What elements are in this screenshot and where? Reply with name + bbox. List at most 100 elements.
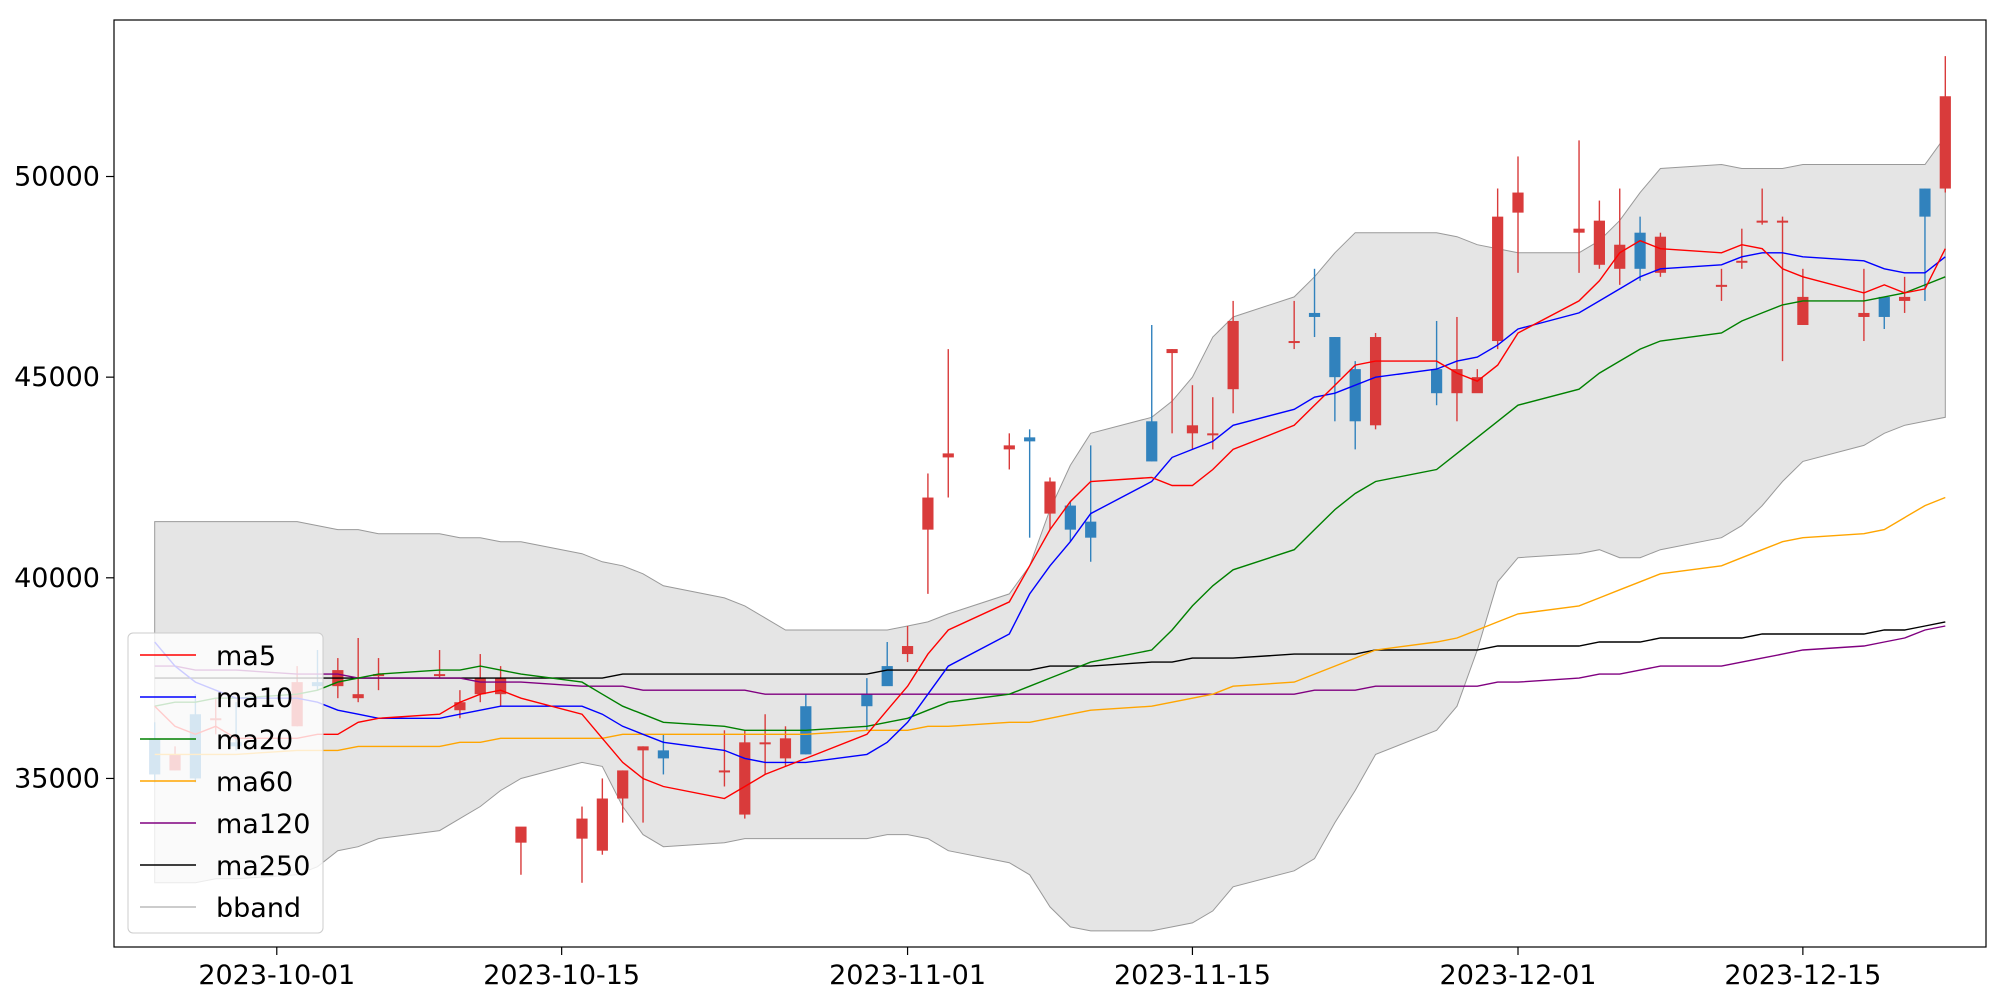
candle	[1939, 56, 1951, 193]
legend-label-ma120: ma120	[216, 809, 310, 840]
candle-body	[1329, 337, 1341, 378]
candle	[942, 349, 954, 498]
candle	[515, 826, 527, 875]
legend-label-ma250: ma250	[216, 851, 310, 882]
y-tick-label: 35000	[14, 763, 100, 794]
candle-body	[1858, 312, 1870, 317]
candle-body	[739, 742, 751, 815]
candle	[1756, 188, 1768, 225]
candle	[576, 806, 588, 883]
candle	[1634, 216, 1646, 281]
candle	[739, 730, 751, 819]
candle-body	[1044, 481, 1056, 514]
candle	[617, 770, 629, 823]
candle-body	[1085, 521, 1097, 538]
candle-body	[1939, 96, 1951, 189]
candle	[1064, 501, 1076, 542]
x-tick-label: 2023-10-15	[483, 960, 640, 991]
candle-body	[1207, 433, 1219, 436]
candle-body	[433, 674, 446, 677]
candle-body	[1451, 369, 1463, 394]
candle-body	[759, 742, 771, 745]
candle-body	[1919, 188, 1931, 217]
legend: ma5 ma10 ma20 ma60 ma120 ma250 bband	[127, 632, 324, 934]
candle	[637, 746, 649, 823]
candle-body	[617, 770, 629, 799]
candle	[1431, 320, 1443, 406]
candle-body	[372, 674, 385, 677]
candle	[657, 734, 669, 775]
legend-label-ma5: ma5	[216, 641, 276, 672]
candle-body	[901, 646, 914, 655]
ma120-line	[154, 625, 1946, 695]
candle-body	[1349, 369, 1361, 422]
candle-body	[495, 678, 507, 695]
candle	[901, 625, 914, 663]
candle-body	[1634, 232, 1646, 269]
ma20-line	[154, 276, 1946, 731]
candle-body	[1308, 312, 1321, 317]
candle-body	[1756, 220, 1768, 223]
candle-body	[1431, 369, 1443, 394]
candle-body	[922, 497, 934, 530]
candle	[596, 778, 608, 855]
candle-body	[779, 738, 792, 759]
candle	[922, 473, 934, 594]
candle	[1919, 188, 1931, 301]
candle	[1899, 276, 1911, 313]
candle-body	[1797, 296, 1809, 325]
candle-body	[1776, 220, 1789, 223]
candle	[1349, 361, 1361, 450]
candle-body	[1288, 341, 1300, 344]
candle-body	[474, 678, 486, 695]
candle	[1451, 316, 1463, 422]
moving-average-lines	[154, 239, 1946, 800]
candle-body	[1573, 228, 1585, 233]
candle	[1878, 296, 1890, 329]
x-tick-label: 2023-12-15	[1724, 960, 1881, 991]
candle-body	[1736, 260, 1748, 263]
candle	[1329, 337, 1341, 422]
candle-body	[1715, 284, 1728, 287]
y-tick-label: 45000	[14, 362, 100, 393]
candle	[1166, 349, 1178, 434]
legend-label-bband: bband	[216, 893, 301, 924]
candle	[861, 678, 873, 731]
candle-body	[1593, 220, 1605, 265]
candle-body	[1512, 192, 1524, 213]
candle	[495, 666, 507, 707]
candle-body	[942, 453, 954, 458]
candle-body	[1492, 216, 1504, 342]
candle-body	[718, 770, 731, 773]
candle	[1512, 156, 1524, 273]
bband-area	[154, 134, 1946, 932]
x-tick-label: 2023-11-01	[829, 960, 986, 991]
candle-body	[576, 818, 588, 839]
candle	[1227, 300, 1239, 414]
candle	[1186, 385, 1199, 450]
candle	[1308, 268, 1321, 338]
candle-body	[1186, 425, 1199, 434]
candle-body	[881, 666, 893, 687]
candle-body	[1003, 445, 1015, 450]
legend-label-ma60: ma60	[216, 767, 293, 798]
candle	[1146, 324, 1158, 462]
candle-body	[1878, 296, 1890, 317]
candle	[1573, 140, 1585, 273]
candle	[1085, 445, 1097, 562]
candle	[1003, 433, 1015, 470]
candle	[1492, 188, 1504, 350]
candle	[718, 730, 731, 787]
candle-body	[657, 750, 669, 759]
candle	[1471, 369, 1483, 394]
candle-body	[1471, 377, 1483, 394]
candle	[1858, 268, 1870, 342]
candle-body	[1654, 236, 1667, 273]
candle	[1369, 333, 1382, 430]
ma5-line	[154, 239, 1946, 800]
y-tick-label: 40000	[14, 563, 100, 594]
candle	[881, 642, 893, 687]
candle-body	[637, 746, 649, 751]
candle-body	[1166, 349, 1178, 354]
candle-body	[1369, 337, 1382, 426]
